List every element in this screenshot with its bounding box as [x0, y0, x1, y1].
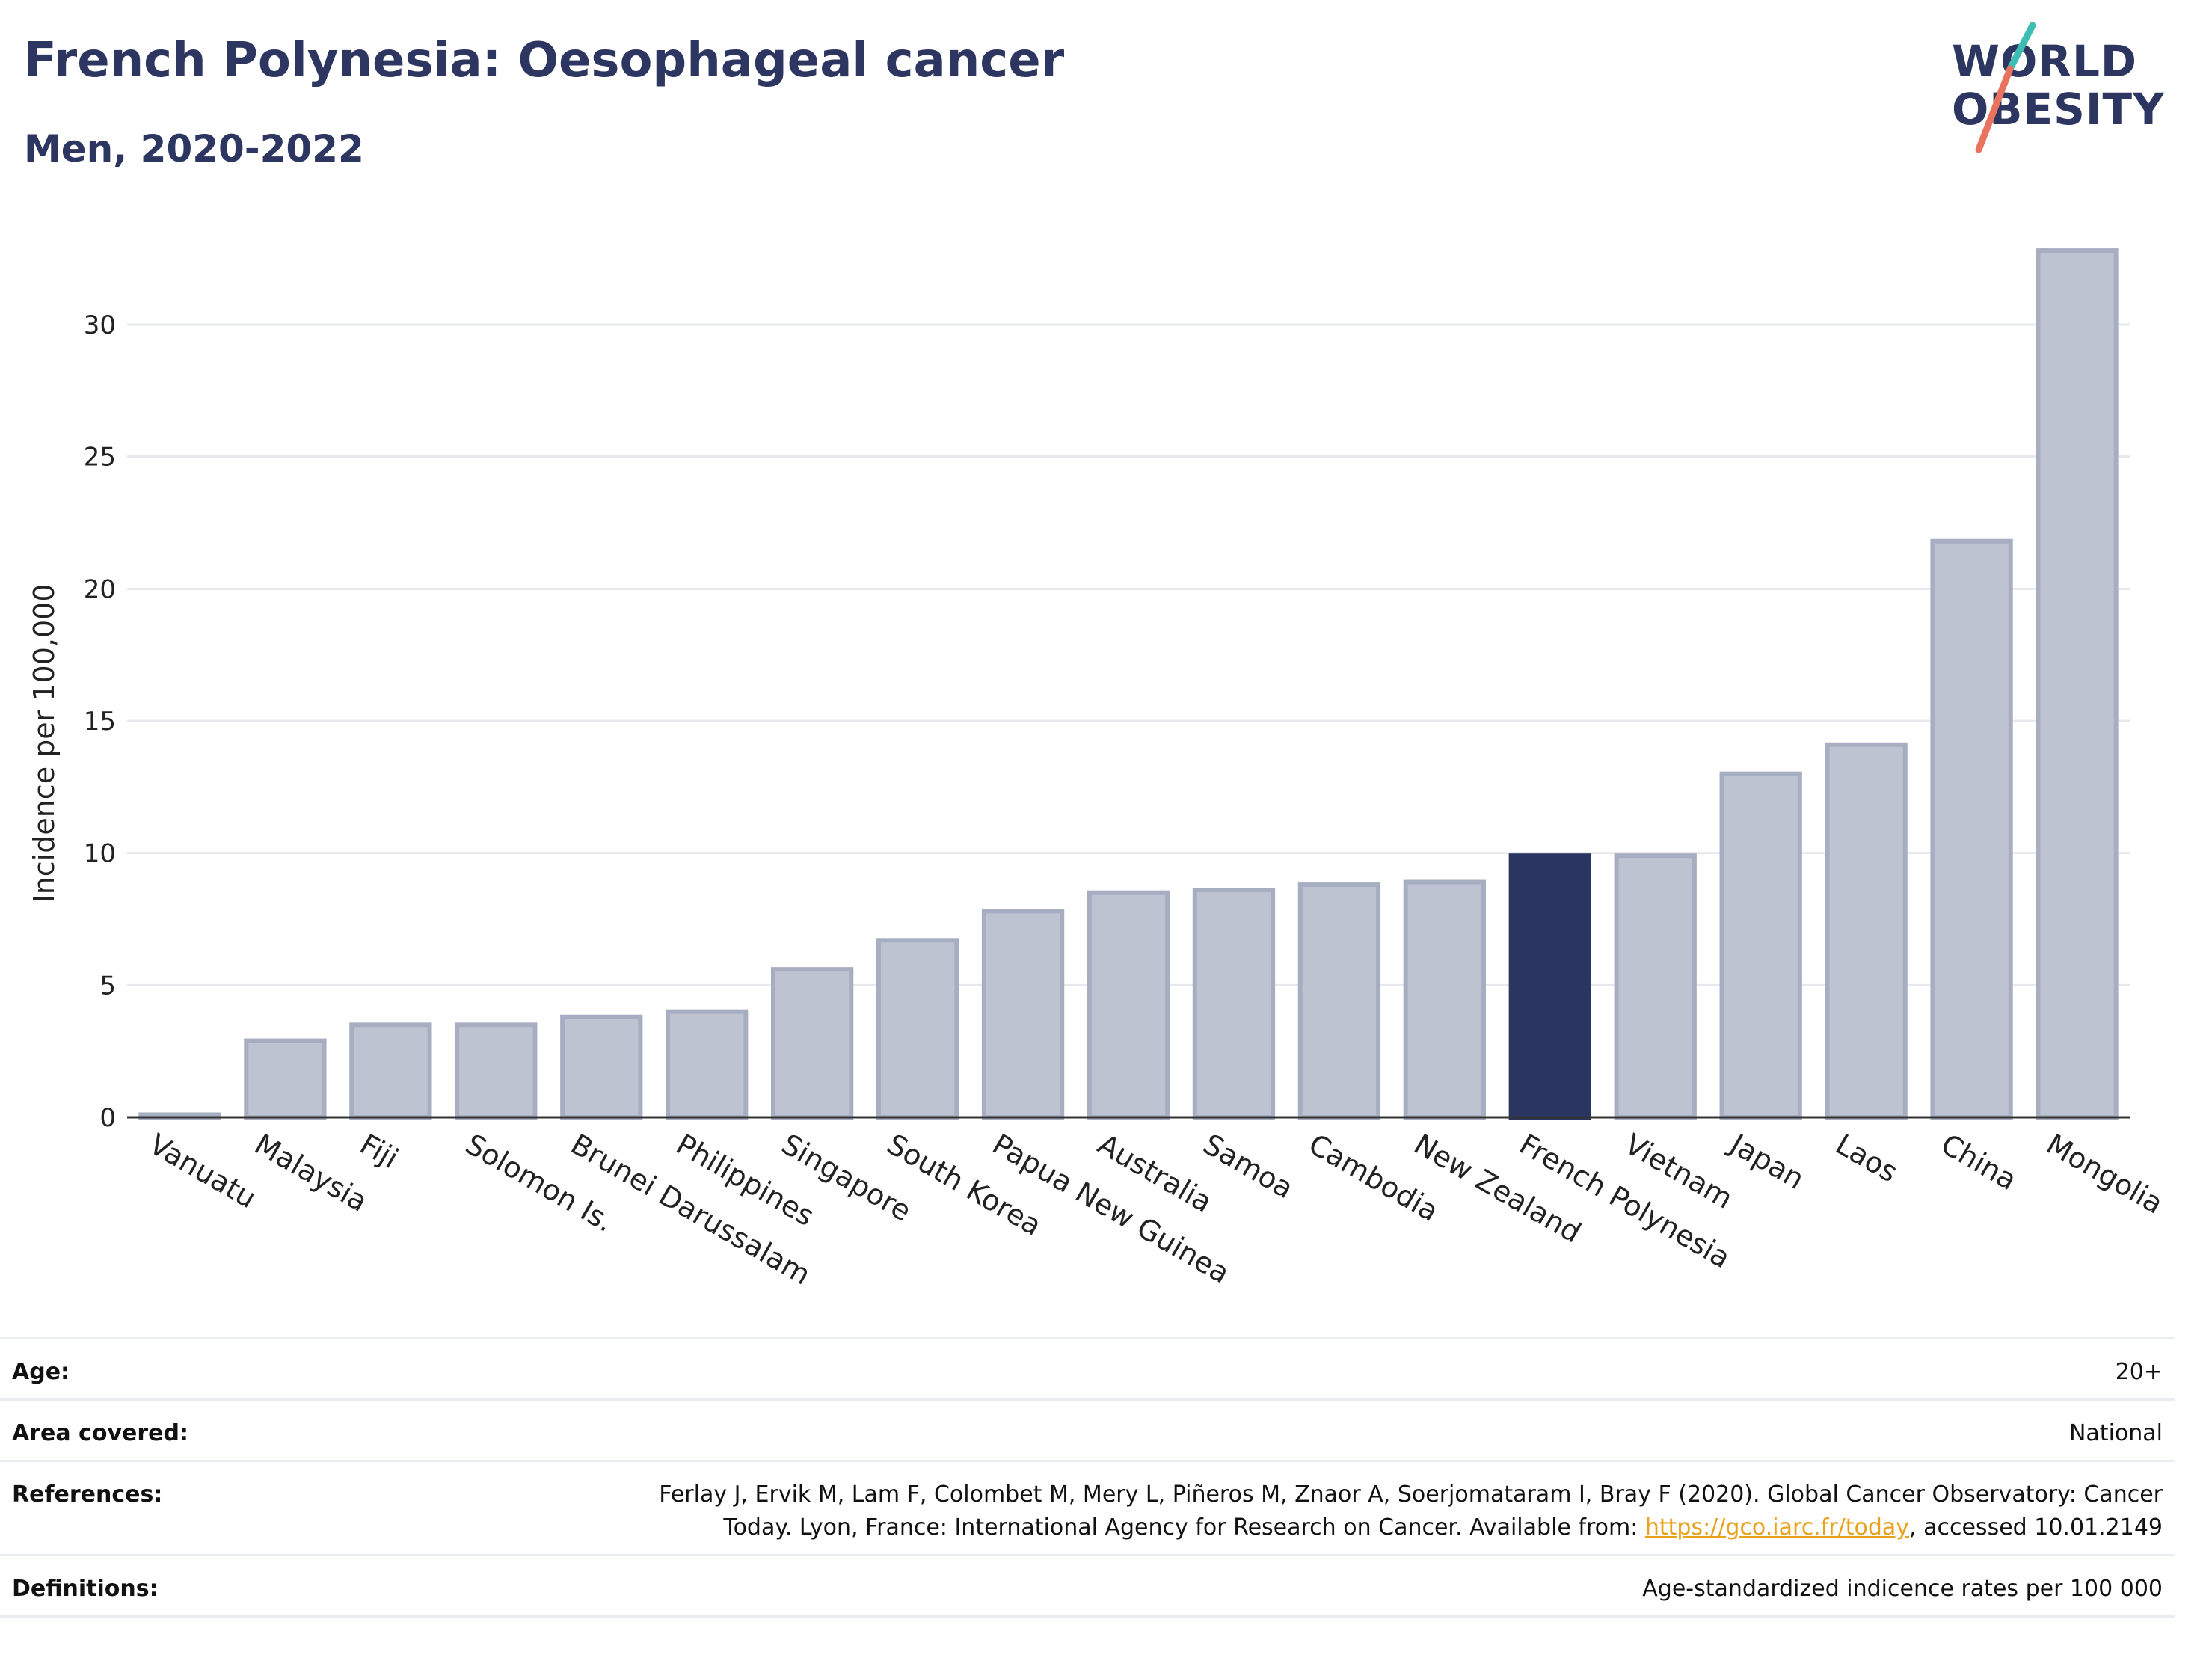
meta-value-definitions: Age-standardized indicence rates per 100… — [1642, 1576, 2163, 1602]
bar — [244, 1038, 327, 1120]
y-tick-label: 30 — [84, 310, 116, 340]
bar — [1930, 538, 2013, 1120]
bar — [876, 938, 959, 1120]
bar — [2036, 248, 2119, 1120]
x-tick-label: Vanuatu — [144, 1128, 262, 1215]
meta-row-references: References: Ferlay J, Ervik M, Lam F, Co… — [0, 1460, 2175, 1541]
y-tick-label: 25 — [84, 443, 116, 473]
world-obesity-logo: WORLD OBESITY — [1952, 22, 2199, 157]
x-tick-label: China — [1935, 1128, 2022, 1197]
y-axis-label: Incidence per 100,000 — [28, 583, 61, 903]
bar — [1614, 853, 1697, 1120]
meta-row-definitions: Definitions: Age-standardized indicence … — [0, 1554, 2175, 1602]
y-tick-label: 0 — [99, 1103, 116, 1133]
chart-title: French Polynesia: Oesophageal cancer — [24, 33, 1065, 88]
bar — [771, 967, 854, 1120]
bar — [1087, 890, 1170, 1120]
y-tick-label: 10 — [84, 839, 116, 869]
references-line-2-text: Today. Lyon, France: International Agenc… — [723, 1514, 1645, 1541]
bar — [666, 1009, 749, 1120]
logo-slash-icon — [1975, 22, 2036, 153]
bar — [1825, 742, 1908, 1120]
meta-bottom-divider — [0, 1615, 2175, 1618]
references-line-1: Ferlay J, Ervik M, Lam F, Colombet M, Me… — [659, 1481, 2163, 1508]
bar — [1192, 888, 1276, 1120]
bar — [455, 1022, 538, 1120]
references-accessed-text: , accessed 10.01.2149 — [1909, 1514, 2163, 1541]
x-tick-label: Mongolia — [2041, 1128, 2169, 1220]
x-tick-label: Fiji — [354, 1128, 404, 1175]
meta-label-area: Area covered: — [12, 1420, 188, 1446]
meta-value-area: National — [2068, 1420, 2163, 1446]
logo-text-world: WORLD — [1952, 36, 2138, 87]
meta-label-references: References: — [12, 1481, 163, 1508]
x-tick-label: Malaysia — [249, 1128, 373, 1218]
y-tick-label: 20 — [84, 574, 116, 604]
bar — [560, 1014, 643, 1120]
bar — [1719, 771, 1802, 1120]
x-tick-label: Laos — [1830, 1128, 1903, 1189]
y-tick-label: 5 — [99, 971, 116, 1001]
bar — [1508, 853, 1591, 1120]
chart-subtitle: Men, 2020-2022 — [24, 127, 364, 171]
meta-label-definitions: Definitions: — [12, 1576, 159, 1602]
meta-row-age: Age: 20+ — [0, 1337, 2175, 1385]
bar — [1403, 879, 1486, 1120]
bar-chart: 0 5 10 15 20 25 30 Incidence per 100,000 Vanuatu… — [28, 248, 2169, 1292]
references-link[interactable]: https://gco.iarc.fr/today — [1644, 1514, 1910, 1541]
bar — [349, 1022, 432, 1120]
bar — [1297, 882, 1381, 1120]
references-line-2: Today. Lyon, France: International Agenc… — [659, 1511, 2163, 1544]
meta-row-area: Area covered: National — [0, 1398, 2175, 1446]
bar — [981, 909, 1065, 1120]
y-tick-label: 15 — [84, 707, 116, 737]
meta-label-age: Age: — [12, 1359, 70, 1385]
meta-value-age: 20+ — [2115, 1359, 2163, 1385]
meta-value-references: Ferlay J, Ervik M, Lam F, Colombet M, Me… — [659, 1479, 2163, 1544]
